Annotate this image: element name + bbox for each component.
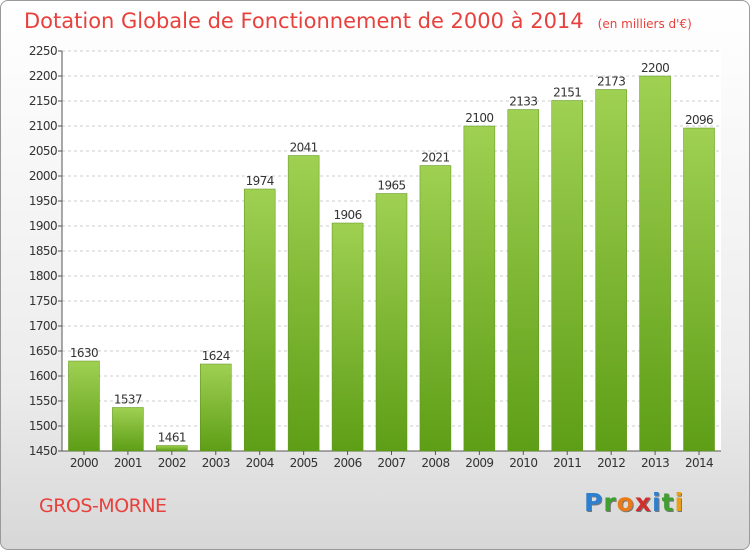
bar-value-label: 2021 [421,151,449,165]
proxiti-logo: Proxiti [584,488,684,517]
y-tick-label: 1600 [29,369,57,383]
bar-value-label: 1624 [202,349,230,363]
y-tick-label: 1950 [29,194,57,208]
logo-letter: r [603,488,617,517]
y-tick-label: 2000 [29,169,57,183]
y-tick-label: 1450 [29,444,57,458]
bar [463,125,496,452]
bar [639,75,671,452]
x-tick-label: 2012 [597,456,625,470]
x-tick-label: 2002 [158,456,186,470]
logo-letter: t [661,488,675,517]
y-tick-label: 1900 [29,219,57,233]
bar [551,100,583,452]
y-tick-label: 2150 [29,94,57,108]
x-tick-label: 2008 [421,456,449,470]
logo-letter: x [634,488,652,517]
bar-value-label: 1537 [114,393,142,407]
x-tick-label: 2000 [70,456,98,470]
bar-value-label: 2100 [465,111,493,125]
bar-value-label: 1630 [70,346,98,360]
logo-letter: i [652,488,662,517]
logo-letter: o [616,488,635,517]
x-tick-label: 2003 [202,456,230,470]
bar-value-label: 2151 [553,86,581,100]
bar [331,222,364,452]
x-tick-label: 2004 [246,456,274,470]
x-tick-label: 2014 [685,456,713,470]
y-tick-label: 1850 [29,244,57,258]
bar [112,407,144,452]
y-tick-label: 2250 [29,44,57,58]
bar-value-label: 2096 [685,113,713,127]
x-tick-label: 2007 [377,456,405,470]
x-tick-label: 2010 [509,456,537,470]
bar-value-label: 1906 [333,208,361,222]
x-tick-label: 2005 [290,456,318,470]
title-text: Dotation Globale de Fonctionnement de 20… [24,9,584,33]
x-tick-label: 2006 [333,456,361,470]
y-tick-label: 1700 [29,319,57,333]
y-tick-label: 2100 [29,119,57,133]
bar [68,360,100,452]
bar [507,109,540,452]
bar-value-label: 1461 [158,431,186,445]
y-tick-label: 2050 [29,144,57,158]
x-tick-label: 2013 [641,456,669,470]
bar [287,155,320,452]
x-tick-label: 2011 [553,456,581,470]
bar [419,165,452,452]
y-tick-label: 2200 [29,69,57,83]
bar-value-label: 2200 [641,61,669,75]
logo-letter: i [674,488,685,517]
y-tick-label: 1550 [29,394,57,408]
logo-letter: P [584,488,604,517]
bar [156,445,188,452]
bar-value-label: 2133 [509,95,537,109]
bar-value-label: 2173 [597,75,625,89]
x-tick-label: 2001 [114,456,142,470]
commune-name: GROS-MORNE [39,495,167,517]
bar [683,127,715,452]
x-tick-label: 2009 [465,456,493,470]
units-label: (en milliers d'€) [597,17,692,31]
chart-title: Dotation Globale de Fonctionnement de 20… [24,9,692,33]
bar [375,193,408,452]
bar [243,188,276,452]
bar-value-label: 1965 [377,179,405,193]
bar-value-label: 2041 [290,141,318,155]
bar-value-label: 1974 [246,174,274,188]
bar [200,363,232,452]
y-tick-label: 1750 [29,294,57,308]
y-tick-label: 1800 [29,269,57,283]
y-tick-label: 1500 [29,419,57,433]
y-tick-label: 1650 [29,344,57,358]
bar [595,89,627,452]
